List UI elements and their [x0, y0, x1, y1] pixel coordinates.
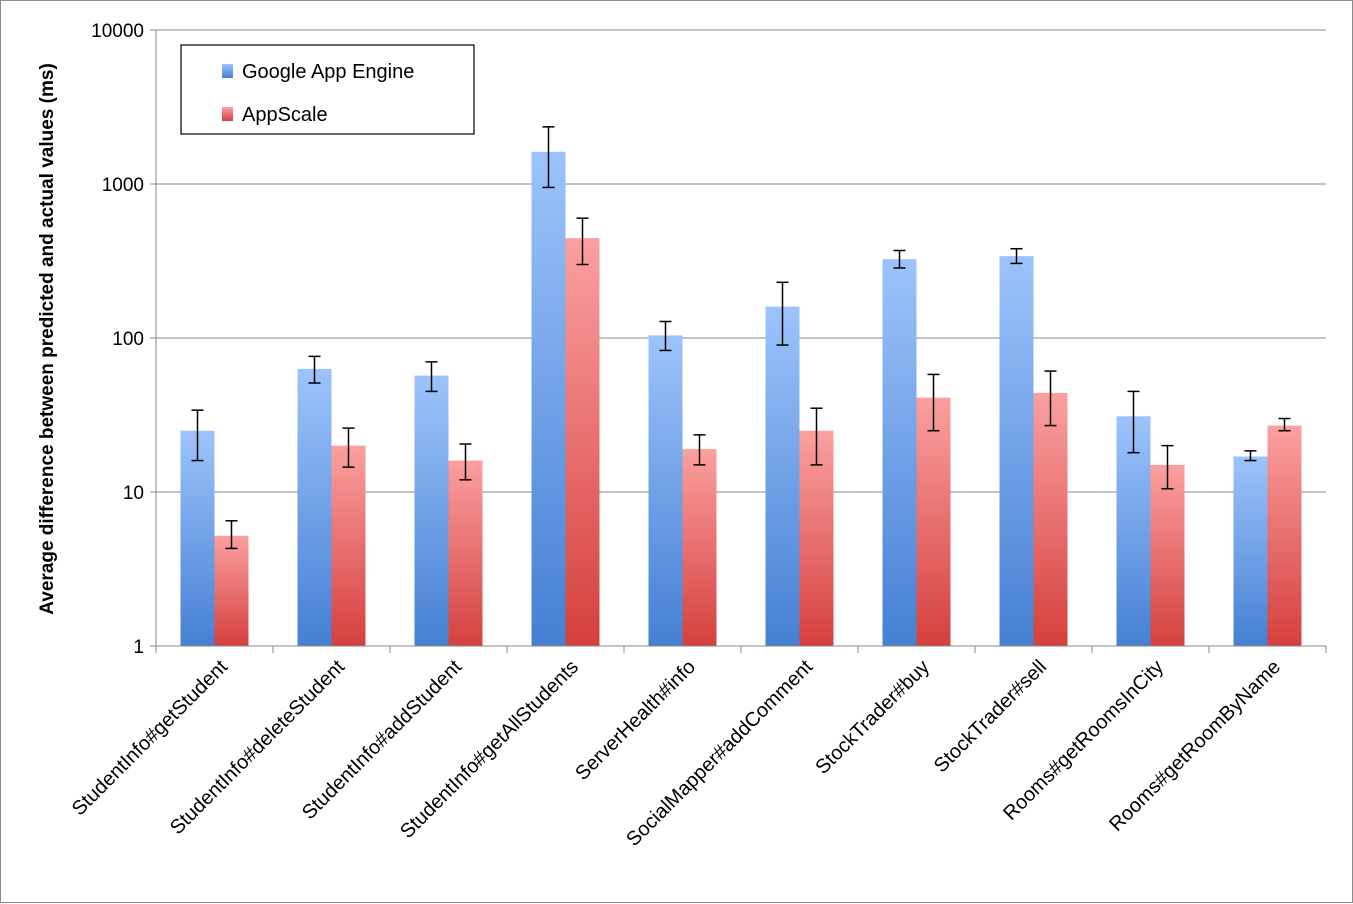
- error-bar-appscale-studentinfo-getstudent: [225, 520, 238, 550]
- error-bar-google-app-engine-studentinfo-getallstudents: [542, 126, 555, 189]
- error-bar-appscale-stocktrader-sell: [1044, 370, 1057, 427]
- bar-appscale-rooms-getroomsincity: [1150, 464, 1185, 646]
- error-bar-google-app-engine-stocktrader-sell: [1010, 247, 1023, 265]
- x-tick-label-stocktrader-buy: StockTrader#buy: [811, 656, 934, 779]
- error-bar-google-app-engine-rooms-getroombyname: [1244, 450, 1257, 462]
- error-bar-google-app-engine-socialmapper-addcomment: [776, 281, 789, 346]
- error-bar-appscale-rooms-getroomsincity: [1161, 444, 1174, 490]
- error-bars: [191, 126, 1291, 550]
- legend-swatch-appscale: [222, 107, 233, 121]
- y-tick-label: 100: [112, 329, 144, 350]
- bar-appscale-studentinfo-getallstudents: [565, 238, 600, 646]
- bar-google-app-engine-serverhealth-info: [648, 335, 683, 646]
- x-tick-label-socialmapper-addcomment: SocialMapper#addComment: [622, 656, 817, 851]
- y-tick-label: 1: [133, 637, 144, 658]
- bar-appscale-socialmapper-addcomment: [799, 430, 834, 646]
- bar-google-app-engine-studentinfo-deletestudent: [297, 368, 332, 646]
- error-bar-google-app-engine-stocktrader-buy: [893, 249, 906, 269]
- bar-google-app-engine-studentinfo-getstudent: [180, 430, 215, 646]
- y-tick-label: 1000: [102, 175, 144, 196]
- legend-label-appscale: AppScale: [242, 104, 328, 126]
- bars: [180, 151, 1302, 646]
- error-bar-appscale-studentinfo-deletestudent: [342, 427, 355, 468]
- error-bar-google-app-engine-studentinfo-deletestudent: [308, 355, 321, 384]
- legend-swatch-google-app-engine: [222, 64, 233, 78]
- error-bar-appscale-socialmapper-addcomment: [810, 407, 823, 466]
- error-bar-appscale-studentinfo-getallstudents: [576, 217, 589, 266]
- bar-google-app-engine-stocktrader-sell: [999, 256, 1034, 646]
- bar-google-app-engine-studentinfo-addstudent: [414, 375, 449, 646]
- error-bar-google-app-engine-rooms-getroomsincity: [1127, 390, 1140, 454]
- bar-appscale-stocktrader-buy: [916, 397, 951, 646]
- error-bar-appscale-serverhealth-info: [693, 434, 706, 466]
- bar-appscale-stocktrader-sell: [1033, 392, 1068, 646]
- error-bar-appscale-stocktrader-buy: [927, 373, 940, 432]
- bar-google-app-engine-socialmapper-addcomment: [765, 306, 800, 646]
- x-tick-label-stocktrader-sell: StockTrader#sell: [930, 656, 1051, 777]
- bar-google-app-engine-stocktrader-buy: [882, 259, 917, 646]
- bar-google-app-engine-studentinfo-getallstudents: [531, 151, 566, 646]
- bar-google-app-engine-rooms-getroombyname: [1233, 456, 1268, 646]
- error-bar-appscale-studentinfo-addstudent: [459, 443, 472, 481]
- y-tick-label: 10000: [91, 21, 144, 42]
- bar-google-app-engine-rooms-getroomsincity: [1116, 416, 1151, 646]
- y-axis-label: Average difference between predicted and…: [37, 63, 58, 615]
- bar-appscale-studentinfo-addstudent: [448, 460, 483, 646]
- bar-appscale-studentinfo-deletestudent: [331, 445, 366, 646]
- legend-label-google-app-engine: Google App Engine: [242, 61, 414, 83]
- y-tick-label: 10: [123, 483, 144, 504]
- error-bar-google-app-engine-studentinfo-getstudent: [191, 409, 204, 462]
- error-bar-appscale-rooms-getroombyname: [1278, 417, 1291, 432]
- error-bar-google-app-engine-serverhealth-info: [659, 320, 672, 352]
- error-bar-google-app-engine-studentinfo-addstudent: [425, 361, 438, 393]
- bar-appscale-serverhealth-info: [682, 449, 717, 646]
- x-tick-label-serverhealth-info: ServerHealth#info: [571, 656, 700, 785]
- bar-appscale-studentinfo-getstudent: [214, 535, 249, 646]
- bar-appscale-rooms-getroombyname: [1267, 425, 1302, 646]
- legend: Google App Engine AppScale: [180, 44, 475, 135]
